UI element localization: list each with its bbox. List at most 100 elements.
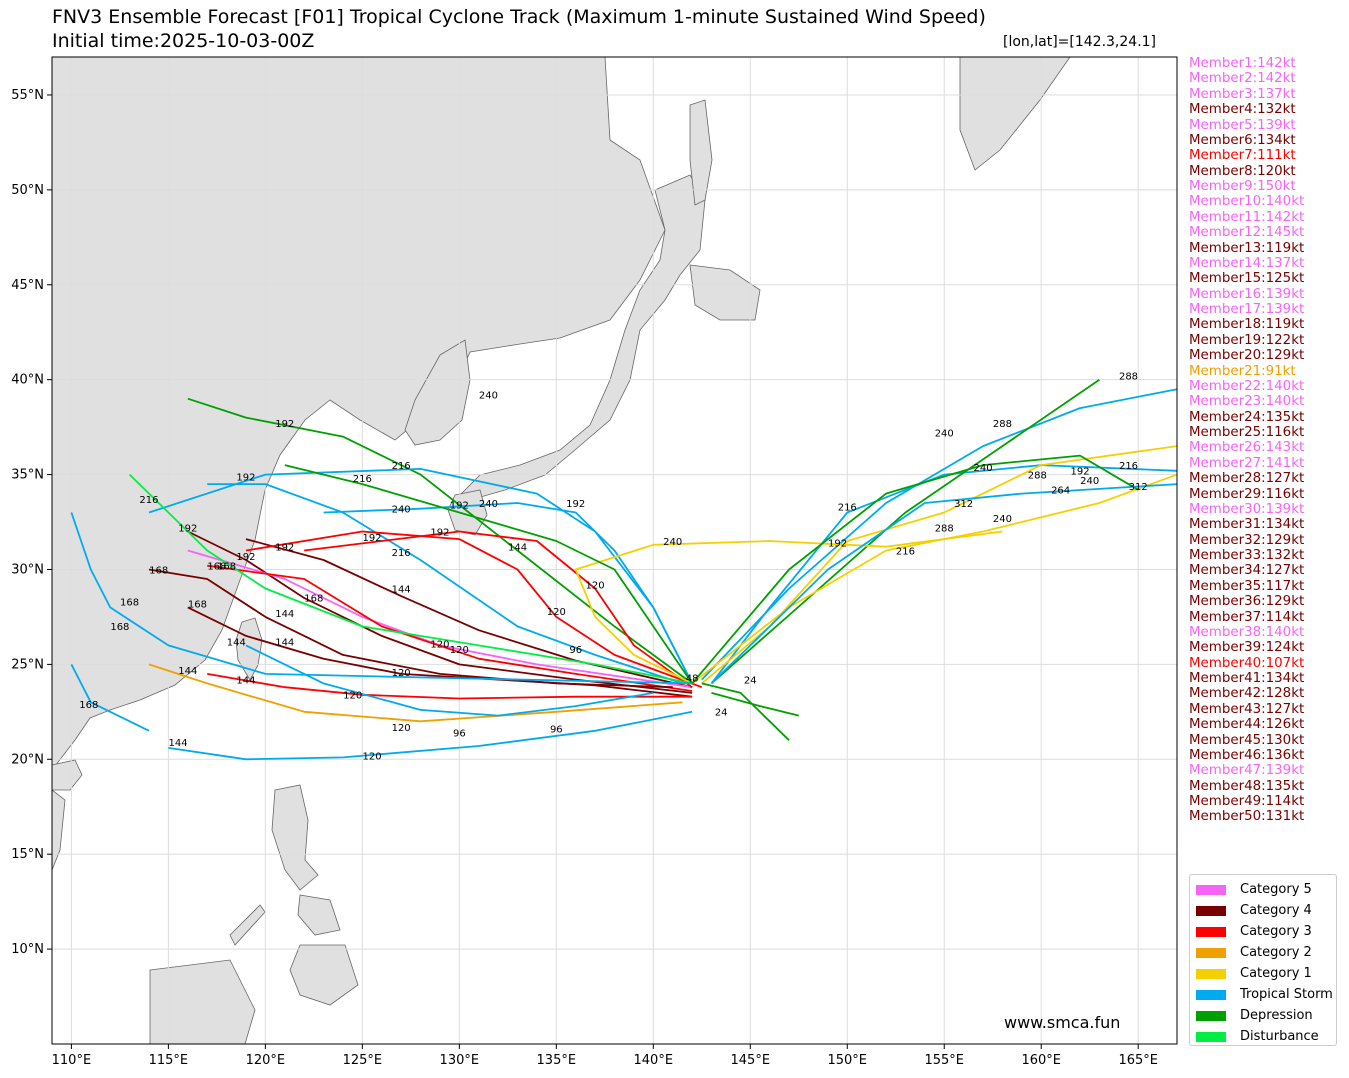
legend-label: Category 1: [1240, 966, 1312, 981]
member-entry: Member8:120kt: [1189, 163, 1296, 179]
lon-tick-label: 150°E: [827, 1053, 867, 1068]
track-hour-label: 144: [392, 584, 411, 595]
member-entry: Member9:150kt: [1189, 179, 1296, 194]
legend-label: Category 5: [1240, 882, 1312, 897]
track-hour-label: 168: [217, 561, 236, 572]
track-u: [711, 692, 800, 717]
track-hour-label: 240: [1080, 476, 1099, 487]
member-entry: Member29:116kt: [1189, 486, 1305, 502]
lat-tick-label: 25°N: [11, 657, 44, 672]
member-entry: Member40:107kt: [1189, 655, 1305, 671]
lat-tick-label: 15°N: [11, 847, 44, 862]
member-entry: Member39:124kt: [1189, 640, 1305, 656]
track-hour-label: 216: [139, 495, 158, 506]
legend-item: Disturbance: [1196, 1026, 1336, 1047]
track-l: [168, 710, 693, 761]
track-hour-label: 264: [1051, 486, 1070, 497]
track-hour-label: 216: [392, 461, 411, 472]
track-hour-label: 168: [304, 594, 323, 605]
track-hour-label: 192: [450, 501, 469, 512]
legend-label: Tropical Storm: [1240, 987, 1333, 1002]
member-entry: Member16:139kt: [1189, 286, 1305, 302]
track-hour-label: 192: [275, 419, 294, 430]
member-entry: Member30:139kt: [1189, 501, 1305, 517]
track-hour-label: 168: [149, 565, 168, 576]
track-hour-label: 192: [1070, 467, 1089, 478]
member-entry: Member38:140kt: [1189, 624, 1305, 640]
member-entry: Member28:127kt: [1189, 471, 1305, 487]
track-hour-label: 168: [120, 598, 139, 609]
member-entry: Member47:139kt: [1189, 763, 1305, 779]
track-hour-label: 288: [993, 419, 1012, 430]
track-hour-label: 24: [715, 708, 728, 719]
lon-tick-label: 110°E: [52, 1053, 92, 1068]
track-hour-label: 216: [1119, 461, 1138, 472]
track-x: [148, 568, 673, 689]
track-hour-label: 192: [275, 543, 294, 554]
track-hour-label: 96: [569, 645, 582, 656]
track-hour-label: 240: [479, 499, 498, 510]
member-entry: Member33:132kt: [1189, 548, 1305, 563]
track-hour-label: 120: [450, 645, 469, 656]
track-t: [128, 473, 693, 685]
legend-swatch: [1196, 905, 1226, 916]
member-entry: Member31:134kt: [1189, 517, 1305, 533]
track-a: [207, 483, 683, 685]
track-hour-label: 240: [392, 505, 411, 516]
lon-tick-label: 135°E: [537, 1053, 577, 1068]
track-hour-label: 144: [236, 675, 255, 686]
track-hour-label: 192: [178, 524, 197, 535]
member-entry: Member50:131kt: [1189, 809, 1305, 825]
lat-tick-label: 55°N: [11, 88, 44, 103]
land-mainland-asia: [52, 57, 666, 771]
track-hour-label: 312: [1129, 482, 1148, 493]
track-hour-label: 240: [663, 537, 682, 548]
lat-tick-label: 40°N: [11, 373, 44, 388]
member-entry: Member19:122kt: [1189, 332, 1305, 348]
track-k: [148, 663, 683, 723]
track-n: [701, 388, 1177, 681]
track-hour-label: 216: [838, 503, 857, 514]
legend-swatch: [1196, 947, 1226, 958]
track-hour-labels: 9621619221619224024021616819214419212019…: [79, 372, 1147, 763]
track-hour-label: 216: [392, 548, 411, 559]
member-intensity-list: Member1:142kt Member2:142kt Member3:137kt M…: [1189, 56, 1304, 825]
category-legend: Category 5 Category 4 Category 3 Category 2…: [1189, 874, 1337, 1046]
member-entry: Member26:143kt: [1189, 440, 1305, 456]
legend-item: Category 5: [1196, 879, 1336, 900]
track-hour-label: 240: [973, 463, 992, 474]
member-entry: Member35:117kt: [1189, 578, 1305, 594]
track-hour-label: 288: [1119, 372, 1138, 383]
legend-swatch: [1196, 1031, 1226, 1042]
land-korea: [404, 339, 471, 446]
legend-item: Category 1: [1196, 963, 1336, 984]
track-d: [187, 530, 693, 694]
legend-item: Depression: [1196, 1005, 1336, 1026]
land-hokkaido: [689, 264, 761, 321]
track-hour-label: 120: [547, 607, 566, 618]
lat-tick-label: 10°N: [11, 942, 44, 957]
lon-tick-label: 115°E: [149, 1053, 189, 1068]
track-hour-label: 240: [479, 391, 498, 402]
lat-tick-label: 30°N: [11, 562, 44, 577]
member-entry: Member5:139kt: [1189, 117, 1296, 133]
land-layer: [52, 57, 1071, 1044]
legend-swatch: [1196, 884, 1226, 895]
member-entry: Member42:128kt: [1189, 686, 1305, 702]
legend-item: Category 2: [1196, 942, 1336, 963]
member-entry: Member6:134kt: [1189, 132, 1296, 148]
lat-tick-label: 45°N: [11, 278, 44, 293]
track-hour-label: 96: [550, 725, 563, 736]
track-hour-label: 144: [227, 637, 246, 648]
member-entry: Member34:127kt: [1189, 563, 1305, 579]
land-kamchatka: [959, 57, 1071, 171]
lon-tick-label: 145°E: [731, 1053, 771, 1068]
land-sakhalin: [689, 99, 713, 206]
legend-item: Category 3: [1196, 921, 1336, 942]
track-f: [245, 530, 703, 689]
legend-item: Tropical Storm: [1196, 984, 1336, 1005]
legend-item: Category 4: [1196, 900, 1336, 921]
track-hour-label: 192: [430, 527, 449, 538]
track-hour-label: 144: [275, 609, 294, 620]
